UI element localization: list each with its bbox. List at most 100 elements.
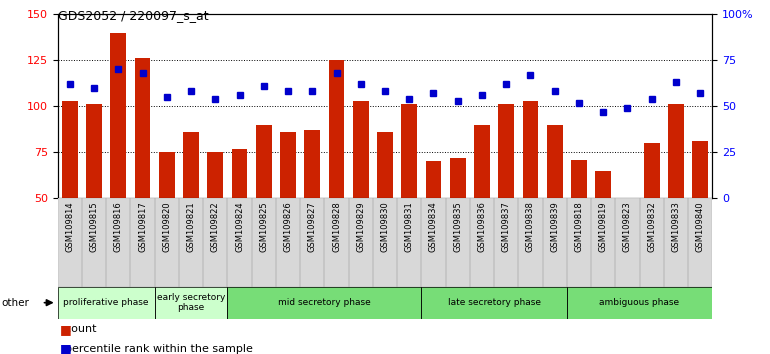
Bar — [110, 33, 126, 198]
Bar — [106, 198, 130, 287]
Bar — [183, 132, 199, 198]
Bar — [324, 198, 349, 287]
Bar — [58, 287, 155, 319]
Bar — [446, 198, 470, 287]
Text: ■: ■ — [60, 323, 72, 336]
Bar — [86, 104, 102, 198]
Bar — [595, 171, 611, 198]
Bar — [252, 198, 276, 287]
Bar — [470, 198, 494, 287]
Text: GDS2052 / 220097_s_at: GDS2052 / 220097_s_at — [58, 9, 209, 22]
Bar — [62, 101, 78, 198]
Bar — [450, 158, 466, 198]
Text: GSM109816: GSM109816 — [114, 201, 123, 252]
Bar — [494, 198, 518, 287]
Bar — [421, 198, 446, 287]
Bar — [256, 125, 272, 198]
Text: GSM109836: GSM109836 — [477, 201, 487, 252]
Text: GSM109819: GSM109819 — [598, 201, 608, 252]
Bar — [426, 161, 441, 198]
Bar — [300, 198, 324, 287]
Bar — [567, 198, 591, 287]
Bar — [179, 198, 203, 287]
Bar — [620, 198, 635, 264]
Bar — [523, 101, 538, 198]
Bar — [324, 198, 349, 287]
Bar — [280, 132, 296, 198]
Bar — [692, 141, 708, 198]
Text: GSM109837: GSM109837 — [502, 201, 511, 252]
Bar — [373, 198, 397, 287]
Bar — [644, 143, 660, 198]
Text: GSM109814: GSM109814 — [65, 201, 75, 252]
Bar — [543, 198, 567, 287]
Text: GSM109823: GSM109823 — [623, 201, 632, 252]
Bar — [159, 152, 175, 198]
Text: late secretory phase: late secretory phase — [447, 298, 541, 307]
Bar — [664, 198, 688, 287]
Bar — [688, 198, 712, 287]
Bar — [82, 198, 106, 287]
Bar — [155, 287, 227, 319]
Text: other: other — [2, 298, 29, 308]
Bar — [227, 287, 421, 319]
Bar — [58, 198, 82, 287]
Bar — [349, 198, 373, 287]
Bar — [640, 198, 664, 287]
Text: GSM109815: GSM109815 — [89, 201, 99, 252]
Bar — [155, 198, 179, 287]
Text: GSM109839: GSM109839 — [551, 201, 559, 252]
Bar — [349, 198, 373, 287]
Bar — [688, 198, 712, 287]
Bar — [474, 125, 490, 198]
Bar — [397, 198, 421, 287]
Bar — [135, 58, 150, 198]
Text: ■: ■ — [60, 342, 72, 354]
Bar — [498, 104, 514, 198]
Bar — [373, 198, 397, 287]
Bar — [518, 198, 543, 287]
Text: GSM109828: GSM109828 — [332, 201, 341, 252]
Text: proliferative phase: proliferative phase — [63, 298, 149, 307]
Text: GSM109835: GSM109835 — [454, 201, 462, 252]
Bar — [130, 198, 155, 287]
Bar — [397, 198, 421, 287]
Bar — [276, 198, 300, 287]
Text: GSM109829: GSM109829 — [357, 201, 365, 252]
Bar — [640, 198, 664, 287]
Bar — [494, 198, 518, 287]
Bar — [591, 198, 615, 287]
Text: GSM109820: GSM109820 — [162, 201, 172, 252]
Bar — [179, 198, 203, 287]
Bar — [276, 198, 300, 287]
Text: GSM109840: GSM109840 — [695, 201, 705, 252]
Bar — [300, 198, 324, 287]
Text: percentile rank within the sample: percentile rank within the sample — [58, 344, 253, 354]
Text: GSM109825: GSM109825 — [259, 201, 268, 252]
Bar — [446, 198, 470, 287]
Text: GSM109832: GSM109832 — [647, 201, 656, 252]
Bar — [82, 198, 106, 287]
Bar — [207, 152, 223, 198]
Bar — [470, 198, 494, 287]
Bar — [518, 198, 543, 287]
Bar — [421, 287, 567, 319]
Text: early secretory
phase: early secretory phase — [157, 293, 226, 312]
Bar — [203, 198, 227, 287]
Text: GSM109824: GSM109824 — [235, 201, 244, 252]
Bar — [155, 198, 179, 287]
Bar — [664, 198, 688, 287]
Bar — [130, 198, 155, 287]
Bar — [227, 198, 252, 287]
Bar — [668, 104, 684, 198]
Bar — [227, 198, 252, 287]
Text: GSM109827: GSM109827 — [308, 201, 316, 252]
Bar — [615, 198, 640, 287]
Text: GSM109822: GSM109822 — [211, 201, 219, 252]
Bar — [106, 198, 130, 287]
Bar — [232, 149, 247, 198]
Text: GSM109821: GSM109821 — [186, 201, 196, 252]
Bar — [304, 130, 320, 198]
Text: GSM109834: GSM109834 — [429, 201, 438, 252]
Bar — [543, 198, 567, 287]
